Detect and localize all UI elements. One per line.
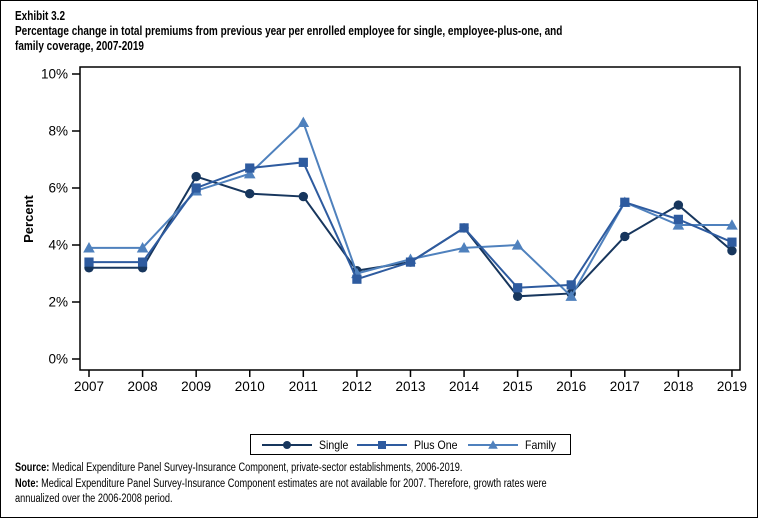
- legend-marker-shape: [487, 439, 498, 449]
- x-tick-label: 2011: [289, 379, 318, 394]
- x-tick-label: 2017: [610, 379, 640, 394]
- data-point-triangle: [136, 242, 149, 253]
- note-text: Medical Expenditure Panel Survey-Insuran…: [15, 477, 547, 506]
- data-point-square: [566, 280, 576, 290]
- data-point-triangle: [511, 239, 524, 250]
- data-point-circle: [191, 171, 201, 182]
- data-point-circle: [245, 189, 255, 199]
- data-point-circle: [727, 246, 737, 256]
- plot-area-border: [79, 66, 741, 371]
- series-line: [89, 175, 733, 298]
- data-point-circle: [620, 231, 630, 242]
- data-point-triangle: [83, 242, 95, 253]
- legend-label-plus-one: Plus One: [413, 437, 458, 452]
- series-plus-one: [84, 157, 737, 293]
- y-tick-label: 8%: [48, 124, 68, 139]
- legend-label-family: Family: [524, 437, 556, 452]
- y-tick-label: 2%: [48, 295, 68, 310]
- x-tick-label: 2013: [395, 379, 425, 394]
- x-tick-label: 2016: [556, 379, 586, 394]
- x-tick-label: 2007: [74, 379, 104, 394]
- data-point-circle: [298, 191, 309, 202]
- legend: Single Plus One Family: [250, 434, 571, 455]
- legend-item-plus-one: Plus One: [356, 438, 463, 452]
- note-line: Note: Medical Expenditure Panel Survey-I…: [15, 477, 547, 508]
- y-tick-label: 6%: [48, 181, 68, 196]
- data-point-square: [191, 183, 201, 193]
- chart-title-line2: family coverage, 2007-2019: [15, 39, 144, 53]
- x-tick-label: 2014: [449, 379, 480, 394]
- data-point-triangle: [458, 242, 470, 253]
- data-point-circle: [673, 200, 684, 210]
- source-label: Source:: [15, 462, 50, 474]
- legend-marker-shape: [283, 440, 291, 449]
- y-tick-label: 0%: [48, 352, 68, 367]
- y-axis-title: Percent: [21, 194, 36, 242]
- x-tick-label: 2009: [181, 379, 211, 394]
- x-tick-label: 2012: [342, 379, 372, 394]
- data-point-square: [459, 223, 469, 233]
- data-point-triangle: [726, 219, 738, 230]
- family-triangle-marker-icon: [467, 439, 518, 449]
- data-point-square: [245, 163, 255, 173]
- data-point-square: [298, 157, 308, 167]
- legend-marker-shape: [377, 440, 386, 449]
- y-tick-label: 4%: [48, 238, 68, 253]
- x-axis: 2007 2008 2009 2010 2011 2012 2013 2014 2015 2016…: [74, 370, 747, 394]
- data-point-triangle: [565, 290, 578, 301]
- chart-title-line1: Percentage change in total premiums from…: [15, 24, 563, 38]
- x-tick-label: 2010: [235, 379, 265, 394]
- legend-item-single: Single: [261, 438, 352, 452]
- exhibit-number: Exhibit 3.2: [15, 9, 66, 23]
- data-point-square: [673, 214, 683, 224]
- series-line: [89, 120, 732, 298]
- x-tick-label: 2019: [717, 379, 747, 394]
- y-tick-label: 10%: [41, 67, 68, 82]
- chart-title-block: Exhibit 3.2 Percentage change in total p…: [15, 9, 562, 54]
- series-line: [89, 161, 733, 289]
- y-axis: 0% 2% 4% 6% 8% 10%: [41, 67, 80, 367]
- data-point-circle: [512, 291, 523, 301]
- source-line: Source: Medical Expenditure Panel Survey…: [15, 461, 547, 477]
- data-point-square: [137, 257, 148, 267]
- data-point-square: [727, 237, 737, 247]
- legend-item-family: Family: [467, 438, 560, 452]
- plus-one-square-marker-icon: [356, 440, 407, 449]
- legend-label-single: Single: [319, 437, 349, 452]
- data-point-square: [405, 257, 416, 267]
- data-point-triangle: [672, 219, 685, 230]
- footer-notes: Source: Medical Expenditure Panel Survey…: [15, 461, 547, 508]
- source-text: Medical Expenditure Panel Survey-Insuran…: [51, 462, 463, 474]
- series-single: [84, 171, 737, 301]
- data-point-square: [84, 257, 94, 267]
- single-circle-marker-icon: [262, 440, 312, 449]
- x-tick-label: 2008: [128, 379, 158, 394]
- data-point-triangle: [243, 167, 256, 179]
- x-tick-label: 2018: [663, 379, 693, 394]
- data-point-square: [620, 197, 630, 207]
- x-tick-label: 2015: [503, 379, 533, 394]
- data-point-triangle: [297, 116, 310, 128]
- data-point-square: [352, 274, 362, 284]
- data-point-square: [513, 283, 523, 293]
- note-label: Note:: [15, 477, 39, 490]
